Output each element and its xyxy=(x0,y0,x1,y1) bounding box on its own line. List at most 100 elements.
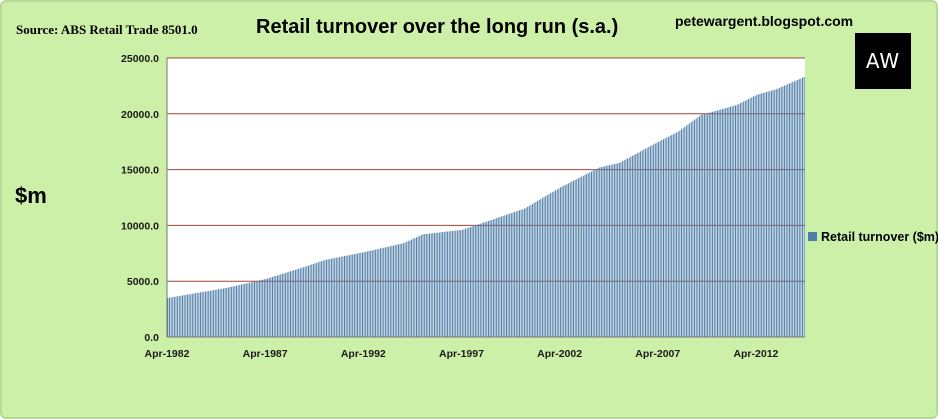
bar xyxy=(672,134,674,337)
bar xyxy=(677,131,679,337)
bar xyxy=(720,109,722,337)
bar xyxy=(733,105,735,337)
bar xyxy=(443,231,445,337)
bar xyxy=(460,230,462,337)
bar xyxy=(595,169,597,337)
bar xyxy=(641,150,643,337)
bar xyxy=(177,296,179,337)
bar xyxy=(258,280,260,337)
bar xyxy=(708,112,710,338)
bar xyxy=(270,277,272,337)
bar xyxy=(317,262,319,337)
y-tick-label: 10000.0 xyxy=(121,220,159,232)
bar xyxy=(465,228,467,337)
bar xyxy=(185,294,187,337)
bar xyxy=(743,101,745,337)
bar xyxy=(559,187,561,337)
bar xyxy=(561,186,563,337)
bar xyxy=(573,180,575,337)
bar xyxy=(291,270,293,337)
bar xyxy=(785,84,787,338)
bar xyxy=(263,279,265,337)
bar xyxy=(499,217,501,337)
bar xyxy=(587,173,589,337)
bar xyxy=(700,114,702,337)
bar xyxy=(540,199,542,337)
bar xyxy=(419,235,421,337)
bar xyxy=(406,241,408,337)
bar xyxy=(679,130,681,337)
bar xyxy=(368,251,370,337)
y-axis-label: $m xyxy=(15,183,47,208)
bar xyxy=(627,158,628,337)
bar xyxy=(582,175,584,337)
bar xyxy=(304,266,306,337)
bar xyxy=(213,290,215,337)
bar xyxy=(337,257,339,337)
bar xyxy=(327,259,329,337)
bar xyxy=(440,232,442,337)
bar xyxy=(167,297,169,337)
y-tick-label: 5000.0 xyxy=(127,276,159,288)
bar xyxy=(332,258,334,337)
bar xyxy=(288,271,290,337)
bar xyxy=(373,249,375,337)
bar xyxy=(456,230,458,337)
bar xyxy=(221,288,223,337)
bar xyxy=(550,193,552,337)
bar xyxy=(746,99,748,337)
bar xyxy=(450,231,452,337)
bar xyxy=(209,290,211,337)
x-tick-label: Apr-2007 xyxy=(635,348,680,360)
bar xyxy=(725,108,727,337)
bar xyxy=(200,292,202,337)
bar xyxy=(623,160,625,337)
bar xyxy=(656,142,658,337)
y-tick-labels: 0.0 5000.0 10000.0 15000.0 20000.0 25000.0 xyxy=(121,53,159,344)
bar xyxy=(630,156,632,337)
bar xyxy=(803,76,805,338)
legend: Retail turnover ($m) xyxy=(808,228,938,246)
bar xyxy=(265,278,267,337)
bar xyxy=(517,210,519,337)
bar xyxy=(766,92,768,338)
bar xyxy=(473,225,475,337)
chart-title: Retail turnover over the long run (s.a.) xyxy=(256,16,619,38)
bar xyxy=(201,292,203,337)
bar xyxy=(186,294,188,337)
bar xyxy=(173,296,175,337)
bar xyxy=(779,87,781,337)
bar xyxy=(432,233,434,337)
bar xyxy=(723,108,725,337)
bar xyxy=(430,233,432,337)
bar xyxy=(667,136,669,337)
bar xyxy=(671,135,673,337)
bar xyxy=(648,147,650,337)
bar xyxy=(344,256,345,337)
bar xyxy=(793,81,795,337)
bar xyxy=(293,270,295,337)
bar xyxy=(350,254,352,337)
bar xyxy=(388,246,390,337)
bar xyxy=(762,92,764,337)
bar xyxy=(620,162,622,337)
bar xyxy=(301,267,303,337)
gridlines xyxy=(167,57,805,282)
bar xyxy=(659,140,661,337)
bar xyxy=(739,103,741,337)
bar xyxy=(504,215,506,337)
bar xyxy=(375,249,377,337)
bar xyxy=(448,231,450,337)
bar xyxy=(703,114,705,338)
bar xyxy=(741,102,743,338)
bar xyxy=(335,257,337,337)
bar xyxy=(772,90,774,337)
bar xyxy=(219,289,221,337)
bar xyxy=(353,254,355,337)
bar xyxy=(478,224,480,337)
bar xyxy=(170,297,172,337)
bar xyxy=(425,233,427,337)
x-tick-label: Apr-1987 xyxy=(243,348,288,360)
bar xyxy=(692,120,694,338)
